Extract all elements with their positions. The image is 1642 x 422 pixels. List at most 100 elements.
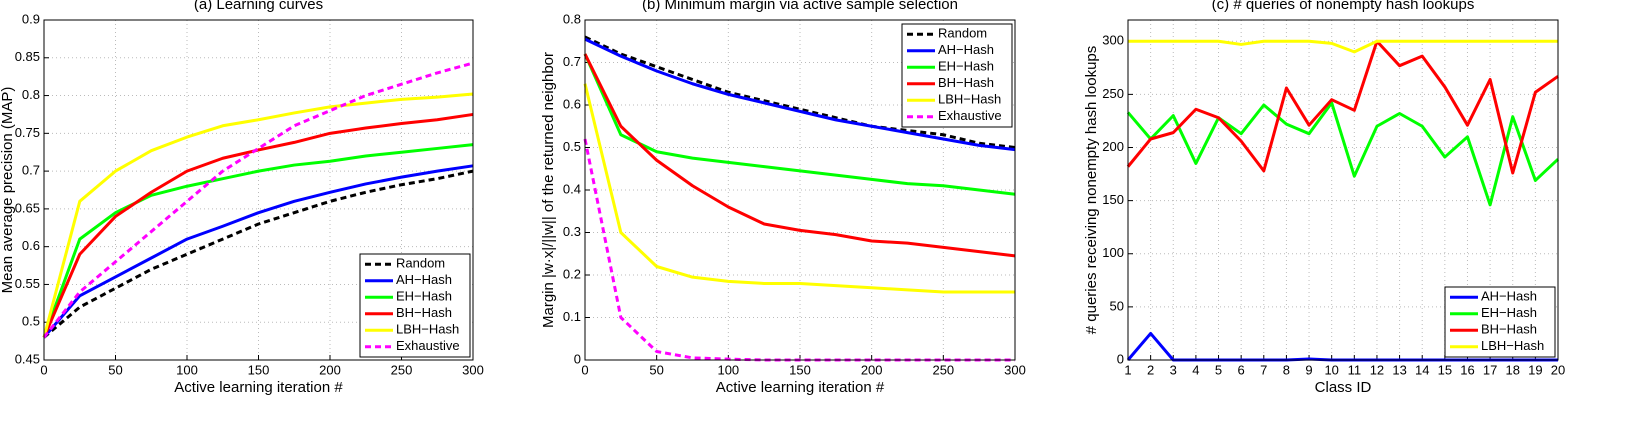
x-tick-label: 5 (1215, 362, 1222, 377)
y-tick-label: 250 (1102, 86, 1124, 101)
chart-title: (c) # queries of nonempty hash lookups (1212, 0, 1475, 13)
series-line (42, 164, 474, 339)
x-tick-label: 2 (1147, 362, 1154, 377)
x-tick-label: 100 (717, 362, 739, 377)
y-tick-label: 300 (1102, 33, 1124, 48)
x-tick-label: 9 (1305, 362, 1312, 377)
x-tick-label: 6 (1238, 362, 1245, 377)
x-tick-label: 18 (1506, 362, 1520, 377)
series-line (42, 143, 474, 338)
legend-label: Random (396, 256, 445, 271)
series-line (583, 53, 1016, 196)
x-axis-label: Class ID (1315, 379, 1372, 396)
x-tick-label: 3 (1170, 362, 1177, 377)
x-tick-label: 16 (1460, 362, 1474, 377)
legend-box (359, 253, 471, 358)
legend-label: EH−Hash (938, 59, 994, 74)
y-tick-label: 150 (1102, 192, 1124, 207)
x-tick-label: 10 (1324, 362, 1338, 377)
x-tick-label: 11 (1348, 362, 1362, 377)
y-tick-label: 0.6 (563, 96, 581, 111)
y-tick-label: 0 (1117, 351, 1124, 366)
legend-label: EH−Hash (1481, 305, 1537, 320)
legend-label: LBH−Hash (396, 322, 459, 337)
y-tick-label: 0.3 (563, 224, 581, 239)
x-tick-label: 14 (1415, 362, 1429, 377)
y-tick-label: 0.65 (15, 200, 40, 215)
legend-label: AH−Hash (396, 272, 452, 287)
series-line (1126, 39, 1559, 175)
y-tick-label: 0.5 (22, 314, 40, 329)
x-tick-label: 0 (581, 362, 588, 377)
y-axis-label: Margin |w·x|/||w|| of the returned neigh… (540, 52, 557, 328)
axes-box (1127, 19, 1559, 361)
y-tick-label: 0.6 (22, 238, 40, 253)
series-line (42, 112, 474, 338)
legend-box (901, 23, 1013, 128)
series-line (42, 92, 474, 338)
x-tick-label: 15 (1438, 362, 1452, 377)
x-axis-label: Active learning iteration # (174, 379, 343, 396)
y-tick-label: 0.5 (563, 139, 581, 154)
x-tick-label: 150 (789, 362, 811, 377)
x-tick-label: 250 (391, 362, 413, 377)
series-line (584, 37, 1016, 152)
x-tick-label: 100 (176, 362, 198, 377)
y-tick-label: 0.7 (22, 163, 40, 178)
x-tick-label: 150 (248, 362, 270, 377)
x-tick-label: 50 (108, 362, 122, 377)
legend-label: BH−Hash (938, 75, 994, 90)
legend-label: LBH−Hash (938, 92, 1001, 107)
y-axis-label: # queries receiving nonempty hash lookup… (1083, 46, 1100, 335)
axes-box (584, 19, 1016, 361)
x-tick-label: 17 (1483, 362, 1497, 377)
x-tick-label: 7 (1260, 362, 1267, 377)
y-tick-label: 0.55 (15, 276, 40, 291)
x-tick-label: 8 (1283, 362, 1290, 377)
legend-label: AH−Hash (1481, 289, 1537, 304)
y-tick-label: 0.8 (22, 87, 40, 102)
legend-label: BH−Hash (396, 305, 452, 320)
x-tick-label: 200 (319, 362, 341, 377)
y-tick-label: 0.1 (563, 309, 581, 324)
x-tick-label: 4 (1192, 362, 1199, 377)
y-tick-label: 0.4 (563, 181, 581, 196)
x-tick-label: 300 (462, 362, 484, 377)
y-tick-label: 50 (1110, 298, 1124, 313)
x-tick-label: 250 (932, 362, 954, 377)
chart-title: (a) Learning curves (194, 0, 323, 13)
series-line (583, 83, 1015, 294)
x-tick-label: 50 (649, 362, 663, 377)
series-line (1126, 101, 1560, 207)
x-tick-label: 1 (1124, 362, 1131, 377)
y-tick-label: 0.85 (15, 49, 40, 64)
x-tick-label: 200 (861, 362, 883, 377)
y-axis-label: Mean average precision (MAP) (0, 87, 16, 294)
y-tick-label: 100 (1102, 245, 1124, 260)
legend-label: Exhaustive (396, 338, 460, 353)
y-tick-label: 0 (574, 351, 581, 366)
x-tick-label: 20 (1551, 362, 1565, 377)
y-tick-label: 0.45 (15, 351, 40, 366)
x-tick-label: 12 (1370, 362, 1384, 377)
x-tick-label: 19 (1528, 362, 1542, 377)
y-tick-label: 0.2 (563, 266, 581, 281)
y-tick-label: 0.75 (15, 125, 40, 140)
series-line (583, 53, 1016, 258)
x-tick-label: 13 (1392, 362, 1406, 377)
series-line (584, 35, 1016, 149)
y-tick-label: 0.8 (563, 11, 581, 26)
legend-label: BH−Hash (1481, 322, 1537, 337)
legend-label: Exhaustive (938, 108, 1002, 123)
x-axis-label: Active learning iteration # (716, 379, 885, 396)
series-line (42, 61, 474, 339)
y-tick-label: 0.7 (563, 54, 581, 69)
series-line (43, 169, 474, 339)
legend-label: Random (938, 26, 987, 41)
x-tick-label: 300 (1004, 362, 1026, 377)
y-tick-label: 0.9 (22, 11, 40, 26)
legend-label: EH−Hash (396, 289, 452, 304)
legend-label: LBH−Hash (1481, 338, 1544, 353)
y-tick-label: 200 (1102, 139, 1124, 154)
